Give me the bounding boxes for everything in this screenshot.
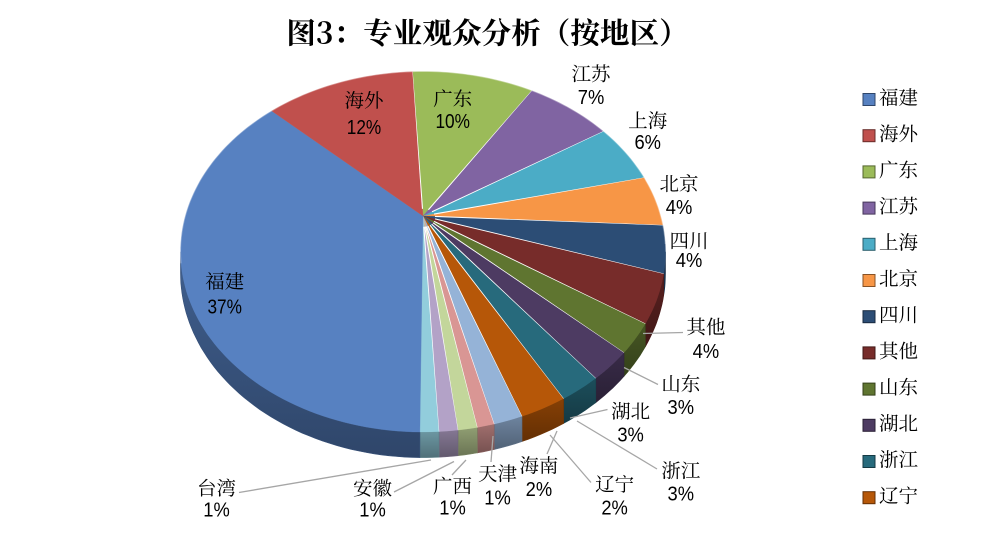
svg-text:4%: 4% [666,197,693,219]
svg-text:2%: 2% [601,497,628,519]
svg-text:12%: 12% [347,117,382,139]
svg-text:6%: 6% [634,132,661,154]
svg-text:7%: 7% [578,87,605,109]
svg-text:4%: 4% [693,341,720,363]
svg-text:1%: 1% [359,500,386,522]
svg-text:3%: 3% [668,397,695,419]
svg-text:3%: 3% [668,484,695,506]
svg-text:1%: 1% [203,500,230,522]
svg-text:1%: 1% [439,498,466,520]
svg-text:3%: 3% [617,424,644,446]
svg-text:1%: 1% [484,487,511,509]
svg-text:10%: 10% [435,111,470,133]
svg-text:2%: 2% [526,479,553,501]
svg-text:4%: 4% [676,250,703,272]
svg-text:37%: 37% [207,296,242,318]
